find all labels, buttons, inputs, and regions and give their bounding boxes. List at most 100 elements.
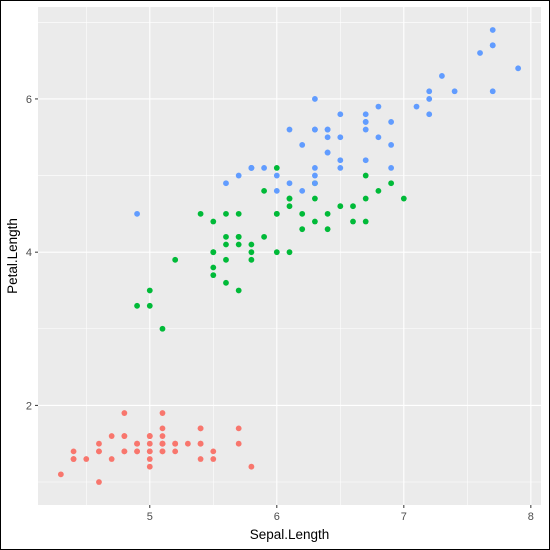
data-point	[273, 249, 280, 256]
x-tick-label: 6	[274, 511, 280, 523]
data-point	[235, 440, 242, 447]
data-point	[70, 448, 77, 455]
y-tick-label: 6	[26, 94, 32, 106]
data-point	[223, 256, 229, 263]
data-point	[312, 126, 318, 133]
data-point	[261, 187, 267, 194]
data-point	[350, 203, 356, 210]
data-point	[159, 425, 166, 432]
data-point	[146, 448, 153, 455]
data-point	[159, 448, 166, 455]
x-tick-label: 5	[147, 511, 153, 523]
data-point	[375, 187, 382, 194]
data-point	[248, 249, 255, 256]
data-point	[312, 195, 318, 202]
data-point	[172, 256, 179, 263]
data-point	[235, 425, 242, 432]
data-point	[312, 180, 318, 187]
data-point	[261, 164, 267, 171]
data-point	[210, 456, 217, 462]
y-axis: 2 4 6	[26, 94, 38, 412]
data-point	[299, 210, 306, 217]
data-point	[159, 325, 166, 332]
data-point	[362, 157, 369, 164]
data-point	[146, 302, 153, 309]
y-axis-title: Petal.Length	[5, 218, 20, 294]
data-point	[489, 88, 496, 95]
data-point	[312, 172, 318, 179]
data-point	[146, 433, 153, 439]
data-point	[210, 218, 217, 225]
data-point	[312, 218, 318, 225]
data-point	[388, 142, 395, 148]
data-point	[121, 448, 128, 455]
data-point	[210, 249, 217, 256]
x-tick-label: 7	[401, 511, 407, 523]
data-point	[388, 119, 395, 125]
data-point	[235, 241, 242, 248]
data-point	[108, 456, 115, 462]
data-point	[273, 187, 280, 194]
x-tick-label: 8	[528, 511, 534, 523]
data-point	[83, 456, 90, 462]
data-point	[324, 226, 331, 233]
data-point	[324, 134, 331, 141]
data-point	[312, 164, 318, 171]
data-point	[362, 195, 369, 202]
data-point	[515, 65, 522, 72]
data-point	[96, 448, 102, 455]
x-axis-title: Sepal.Length	[250, 527, 330, 542]
data-point	[362, 119, 369, 125]
data-point	[286, 180, 293, 187]
data-point	[223, 241, 229, 248]
data-point	[451, 88, 458, 95]
data-point	[146, 287, 153, 294]
data-point	[248, 164, 255, 171]
x-axis: 5 6 7 8	[147, 505, 534, 523]
data-point	[210, 264, 217, 271]
data-point	[134, 440, 140, 447]
data-point	[70, 456, 77, 462]
data-point	[134, 448, 140, 455]
y-tick-label: 4	[26, 247, 32, 259]
data-point	[337, 157, 344, 164]
data-point	[286, 195, 293, 202]
data-point	[159, 410, 166, 416]
minor-grid	[38, 7, 541, 505]
data-point	[362, 111, 369, 118]
data-point	[159, 433, 166, 439]
data-point	[286, 249, 293, 256]
data-point	[273, 210, 280, 217]
data-point	[96, 440, 102, 447]
data-point	[299, 187, 306, 194]
data-point	[261, 233, 267, 240]
data-point	[248, 256, 255, 263]
data-point	[235, 287, 242, 294]
data-point	[134, 210, 140, 217]
major-grid	[38, 7, 541, 505]
data-point	[413, 103, 420, 110]
data-point	[235, 210, 242, 217]
data-point	[337, 203, 344, 210]
data-point	[477, 50, 483, 56]
data-point	[121, 433, 128, 439]
data-point	[286, 126, 293, 133]
data-point	[235, 233, 242, 240]
data-point	[223, 233, 229, 240]
data-point	[146, 463, 153, 470]
data-point	[388, 180, 395, 187]
data-point	[439, 73, 445, 79]
data-point	[362, 218, 369, 225]
data-point	[210, 272, 217, 279]
data-point	[184, 440, 191, 447]
data-point	[324, 149, 331, 156]
data-point	[375, 103, 382, 110]
data-point	[286, 203, 293, 210]
data-point	[337, 164, 344, 171]
data-point	[223, 210, 229, 217]
data-point	[337, 134, 344, 141]
data-point	[146, 456, 153, 462]
data-point	[388, 164, 395, 171]
data-point	[197, 456, 204, 462]
